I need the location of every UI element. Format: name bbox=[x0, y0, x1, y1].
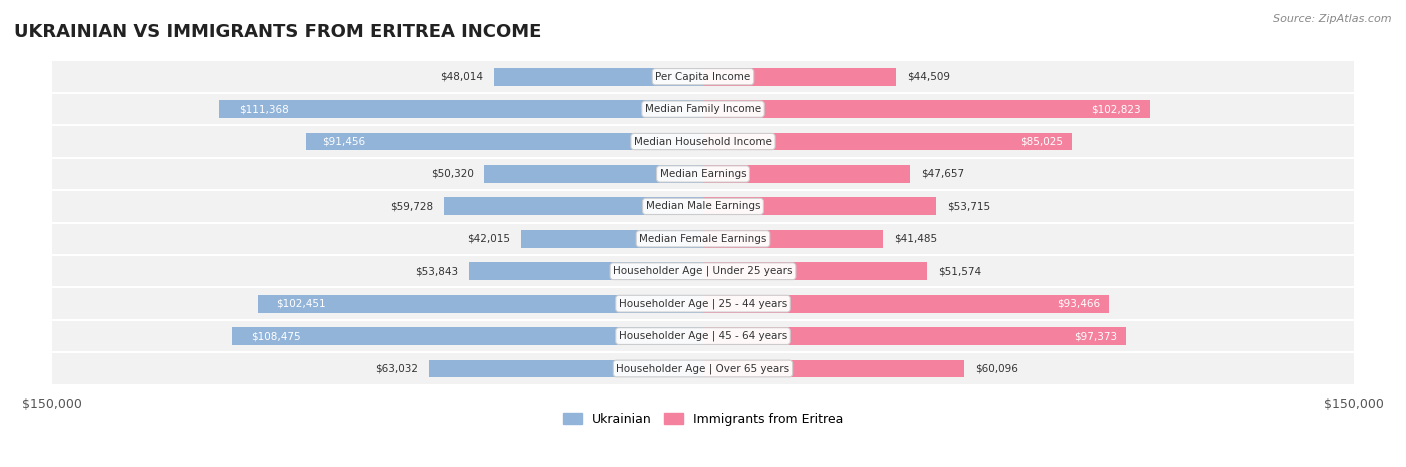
Bar bbox=[703, 230, 883, 248]
Text: $60,096: $60,096 bbox=[974, 363, 1018, 374]
Legend: Ukrainian, Immigrants from Eritrea: Ukrainian, Immigrants from Eritrea bbox=[558, 408, 848, 431]
Bar bbox=[52, 158, 1354, 190]
Bar bbox=[444, 198, 703, 215]
Text: $44,509: $44,509 bbox=[907, 71, 950, 82]
Text: $93,466: $93,466 bbox=[1057, 299, 1101, 309]
Text: $53,843: $53,843 bbox=[415, 266, 458, 276]
Text: $108,475: $108,475 bbox=[250, 331, 301, 341]
Bar bbox=[703, 360, 965, 377]
Bar bbox=[52, 60, 1354, 93]
Text: Median Female Earnings: Median Female Earnings bbox=[640, 234, 766, 244]
Bar bbox=[703, 262, 927, 280]
Text: Householder Age | Over 65 years: Householder Age | Over 65 years bbox=[616, 363, 790, 374]
Bar bbox=[703, 68, 896, 85]
Bar bbox=[703, 327, 1126, 345]
Text: Median Earnings: Median Earnings bbox=[659, 169, 747, 179]
Text: $59,728: $59,728 bbox=[389, 201, 433, 212]
Bar bbox=[259, 295, 703, 312]
Text: Source: ZipAtlas.com: Source: ZipAtlas.com bbox=[1274, 14, 1392, 24]
Bar bbox=[307, 133, 703, 150]
Text: $50,320: $50,320 bbox=[430, 169, 474, 179]
Bar bbox=[52, 223, 1354, 255]
Text: Householder Age | Under 25 years: Householder Age | Under 25 years bbox=[613, 266, 793, 276]
Bar bbox=[703, 165, 910, 183]
Text: Per Capita Income: Per Capita Income bbox=[655, 71, 751, 82]
Text: Householder Age | 25 - 44 years: Householder Age | 25 - 44 years bbox=[619, 298, 787, 309]
Text: $91,456: $91,456 bbox=[322, 136, 364, 147]
Bar bbox=[703, 133, 1073, 150]
Text: Median Family Income: Median Family Income bbox=[645, 104, 761, 114]
Bar bbox=[52, 125, 1354, 158]
Bar bbox=[485, 165, 703, 183]
Bar bbox=[52, 190, 1354, 223]
Text: Median Household Income: Median Household Income bbox=[634, 136, 772, 147]
Text: $47,657: $47,657 bbox=[921, 169, 965, 179]
Text: $102,823: $102,823 bbox=[1091, 104, 1140, 114]
Text: Median Male Earnings: Median Male Earnings bbox=[645, 201, 761, 212]
Text: $51,574: $51,574 bbox=[938, 266, 981, 276]
Bar bbox=[703, 198, 936, 215]
Text: $48,014: $48,014 bbox=[440, 71, 484, 82]
Text: $102,451: $102,451 bbox=[276, 299, 325, 309]
Bar bbox=[52, 352, 1354, 385]
Text: UKRAINIAN VS IMMIGRANTS FROM ERITREA INCOME: UKRAINIAN VS IMMIGRANTS FROM ERITREA INC… bbox=[14, 23, 541, 42]
Text: $97,373: $97,373 bbox=[1074, 331, 1118, 341]
Text: $42,015: $42,015 bbox=[467, 234, 510, 244]
Bar bbox=[52, 255, 1354, 288]
Bar bbox=[219, 100, 703, 118]
Bar bbox=[495, 68, 703, 85]
Bar bbox=[52, 288, 1354, 320]
Text: $41,485: $41,485 bbox=[894, 234, 938, 244]
Bar bbox=[703, 295, 1109, 312]
Bar bbox=[52, 320, 1354, 352]
Bar bbox=[470, 262, 703, 280]
Text: $53,715: $53,715 bbox=[948, 201, 990, 212]
Bar bbox=[52, 93, 1354, 125]
Text: $111,368: $111,368 bbox=[239, 104, 288, 114]
Text: $63,032: $63,032 bbox=[375, 363, 419, 374]
Text: Householder Age | 45 - 64 years: Householder Age | 45 - 64 years bbox=[619, 331, 787, 341]
Bar bbox=[703, 100, 1150, 118]
Bar bbox=[429, 360, 703, 377]
Bar bbox=[520, 230, 703, 248]
Text: $85,025: $85,025 bbox=[1021, 136, 1063, 147]
Bar bbox=[232, 327, 703, 345]
